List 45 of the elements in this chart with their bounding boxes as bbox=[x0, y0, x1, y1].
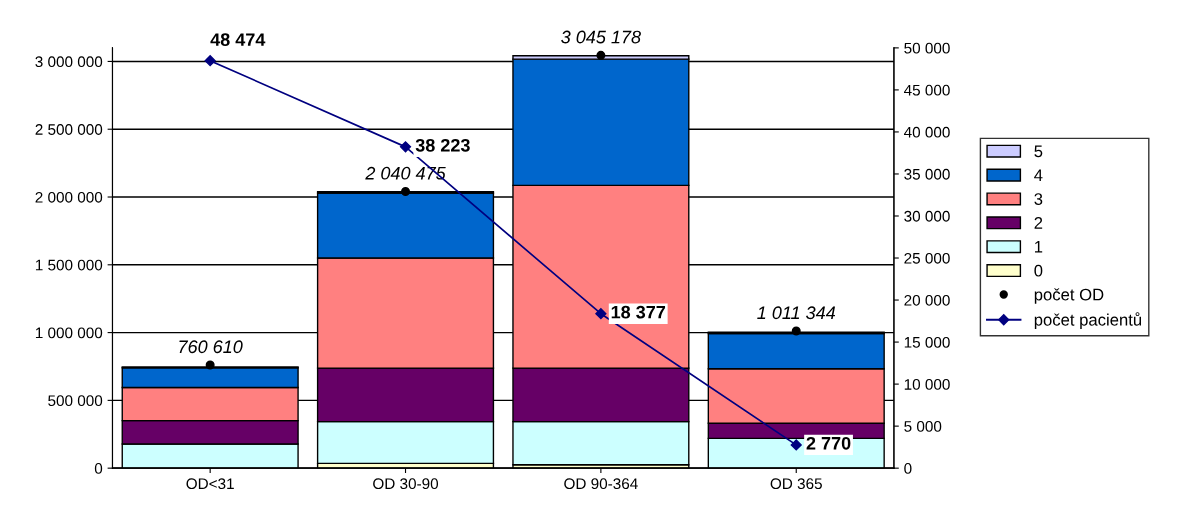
data-label: 18 377 bbox=[611, 305, 666, 319]
x-tick-label: OD 30-90 bbox=[373, 478, 439, 490]
data-label: 38 223 bbox=[415, 138, 470, 152]
y2-tick-label: 25 000 bbox=[904, 252, 950, 264]
y2-tick-label: 5 000 bbox=[904, 421, 942, 432]
legend-label: 5 bbox=[1034, 145, 1043, 158]
data-label: 48 474 bbox=[210, 33, 266, 47]
legend-label: počet OD bbox=[1034, 288, 1104, 304]
legend-label: 2 bbox=[1034, 217, 1043, 229]
point bbox=[205, 360, 215, 370]
y-tick-label: 1 500 000 bbox=[35, 259, 103, 271]
legend-label: 3 bbox=[1034, 193, 1043, 205]
y2-tick-label: 30 000 bbox=[904, 210, 950, 222]
y2-tick-label: 20 000 bbox=[904, 294, 950, 306]
x-tick-label: OD<31 bbox=[186, 478, 234, 490]
data-label: 3 045 178 bbox=[561, 30, 641, 44]
point bbox=[204, 55, 216, 67]
y2-tick-label: 45 000 bbox=[903, 84, 950, 96]
y-tick-label: 1 000 000 bbox=[35, 327, 103, 339]
point bbox=[791, 326, 801, 336]
point bbox=[596, 50, 606, 60]
legend-label: 0 bbox=[1034, 264, 1043, 277]
legend-label: počet pacientů bbox=[1034, 312, 1142, 330]
y-tick-label: 2 500 000 bbox=[35, 124, 103, 135]
y2-tick-label: 0 bbox=[904, 463, 912, 474]
legend-label: 4 bbox=[1034, 169, 1043, 181]
y-tick-label: 0 bbox=[94, 463, 103, 474]
x-tick-label: OD 365 bbox=[770, 478, 822, 490]
y-tick-label: 2 000 000 bbox=[35, 191, 103, 203]
x-tick-label: OD 90-364 bbox=[564, 478, 638, 490]
point bbox=[595, 308, 607, 320]
y2-tick-label: 10 000 bbox=[904, 378, 950, 390]
point bbox=[790, 439, 802, 451]
data-label: 1 011 344 bbox=[757, 306, 836, 320]
y2-tick-label: 50 000 bbox=[904, 42, 950, 54]
data-label: 2 770 bbox=[806, 436, 851, 450]
y2-tick-label: 40 000 bbox=[903, 126, 950, 138]
y2-tick-label: 15 000 bbox=[904, 336, 950, 348]
y2-tick-label: 35 000 bbox=[904, 168, 950, 180]
point bbox=[401, 187, 411, 197]
legend-label: 1 bbox=[1035, 241, 1043, 253]
point bbox=[399, 141, 412, 153]
y-tick-label: 3 000 000 bbox=[35, 56, 103, 68]
data-label: 760 610 bbox=[179, 340, 243, 354]
y-tick-label: 500 000 bbox=[48, 395, 103, 407]
